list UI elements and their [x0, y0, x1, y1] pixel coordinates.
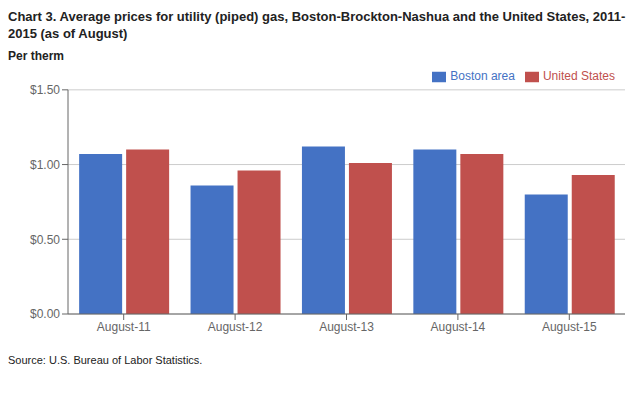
html-text:Source: U.S. Bureau of Labor S: Source: U.S. Bureau of Labor Statistics.	[8, 354, 203, 366]
html-text:Per therm: Per therm	[8, 49, 64, 63]
html-text:Boston area: Boston area	[450, 69, 515, 83]
svg-text:August-13: August-13	[319, 320, 374, 334]
svg-text:$1.50: $1.50	[30, 83, 60, 97]
svg-text:$0.50: $0.50	[30, 233, 60, 247]
svg-text:August-12: August-12	[208, 320, 263, 334]
html-text:Chart 3. Average prices for ut: Chart 3. Average prices for utility (pip…	[8, 9, 626, 41]
svg-text:$1.00: $1.00	[30, 158, 60, 172]
svg-text:August-11: August-11	[97, 320, 151, 334]
svg-text:$0.00: $0.00	[30, 307, 60, 321]
svg-text:August-14: August-14	[431, 320, 486, 334]
html-text:United States: United States	[543, 69, 615, 83]
svg-text:August-15: August-15	[542, 320, 597, 334]
